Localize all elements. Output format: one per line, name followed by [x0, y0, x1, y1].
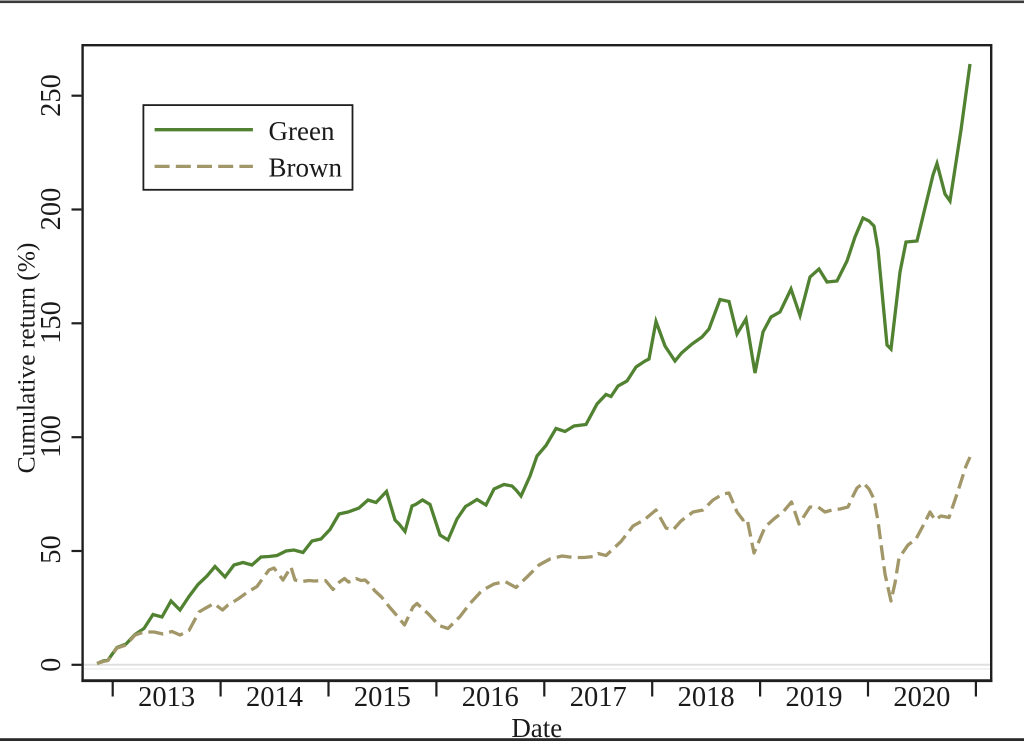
- svg-text:2013: 2013: [138, 682, 195, 713]
- svg-text:50: 50: [36, 535, 67, 564]
- svg-text:2014: 2014: [246, 682, 303, 713]
- svg-text:100: 100: [36, 415, 67, 458]
- svg-text:Brown: Brown: [269, 153, 343, 183]
- svg-text:Cumulative return (%): Cumulative return (%): [12, 243, 41, 474]
- svg-text:250: 250: [36, 74, 67, 117]
- svg-text:2016: 2016: [462, 682, 519, 713]
- svg-text:2020: 2020: [893, 682, 950, 713]
- svg-text:2019: 2019: [786, 682, 843, 713]
- svg-text:2015: 2015: [354, 682, 411, 713]
- svg-text:Green: Green: [269, 116, 335, 146]
- svg-text:150: 150: [36, 301, 67, 344]
- svg-text:0: 0: [36, 658, 67, 672]
- svg-text:2018: 2018: [678, 682, 735, 713]
- svg-text:Date: Date: [511, 713, 562, 743]
- svg-text:200: 200: [36, 188, 67, 231]
- svg-text:2017: 2017: [570, 682, 627, 713]
